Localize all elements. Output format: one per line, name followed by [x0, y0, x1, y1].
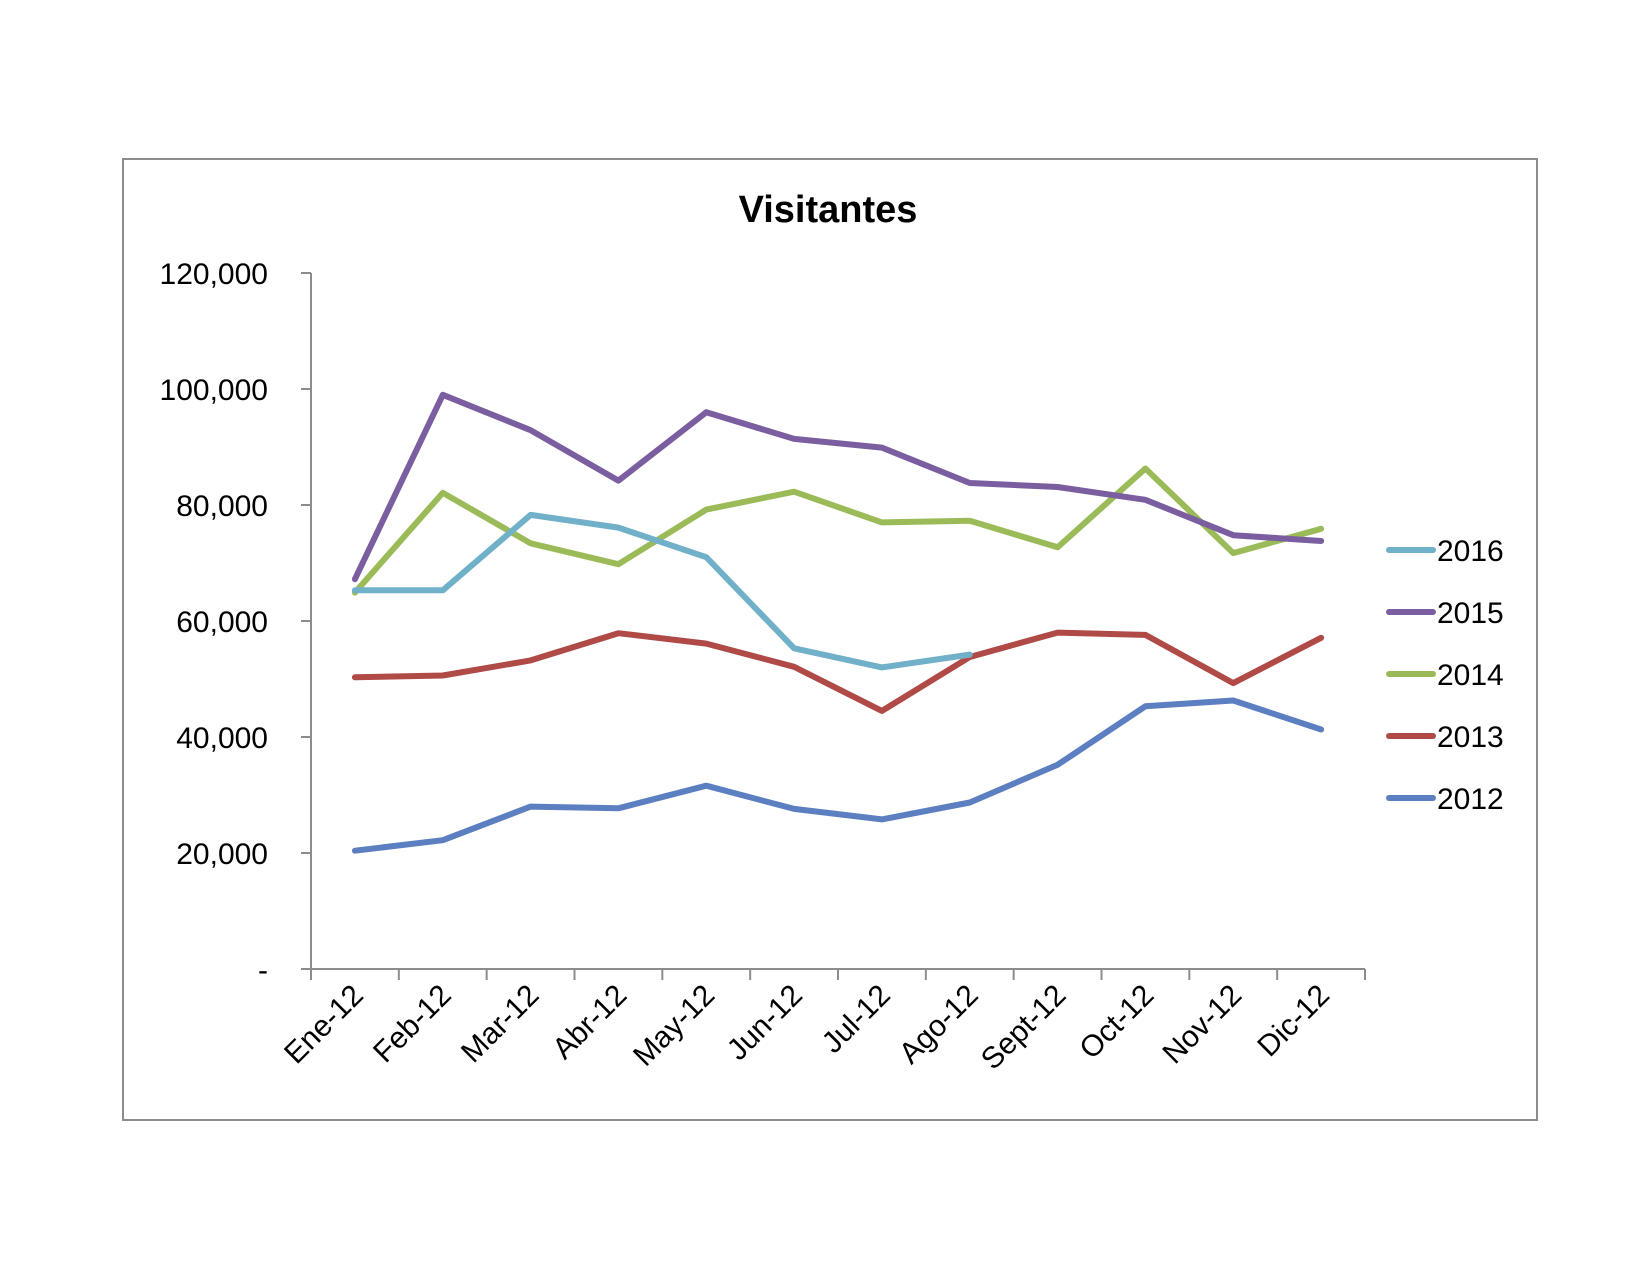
x-tick-label: Nov-12 [1156, 979, 1248, 1071]
y-tick-label: 80,000 [176, 490, 268, 523]
series-line-2013 [351, 629, 1325, 714]
x-tick-label: Jul-12 [816, 979, 897, 1060]
y-tick-label: 60,000 [176, 606, 268, 639]
x-tick-label: Jun-12 [721, 979, 809, 1067]
x-tick-label: Dic-12 [1251, 979, 1336, 1064]
x-tick-label: May-12 [627, 979, 721, 1073]
x-tick-label: Ago-12 [893, 979, 985, 1071]
series-line-2012 [351, 697, 1325, 854]
y-tick-label: 120,000 [160, 258, 268, 291]
legend-label-2014: 2014 [1437, 659, 1504, 692]
series-line-2015 [351, 391, 1325, 583]
x-tick-label: Mar-12 [455, 979, 546, 1070]
legend-label-2015: 2015 [1437, 597, 1504, 630]
chart-title: Visitantes [739, 189, 918, 231]
series-line-2016 [351, 511, 973, 671]
legend-label-2016: 2016 [1437, 535, 1504, 568]
x-tick-label: Oct-12 [1073, 979, 1160, 1066]
y-tick-label: 100,000 [160, 374, 268, 407]
x-tick-label: Ene-12 [278, 979, 370, 1071]
y-tick-label: 40,000 [176, 722, 268, 755]
legend-label-2012: 2012 [1437, 783, 1504, 816]
legend-label-2013: 2013 [1437, 721, 1504, 754]
x-tick-label: Abr-12 [546, 979, 633, 1066]
x-tick-label: Feb-12 [367, 979, 458, 1070]
y-tick-label: 20,000 [176, 838, 268, 871]
series-line-2014 [351, 465, 1325, 596]
x-tick-label: Sept-12 [975, 979, 1073, 1077]
chart-frame [122, 158, 1538, 1121]
y-tick-label: - [258, 954, 268, 987]
